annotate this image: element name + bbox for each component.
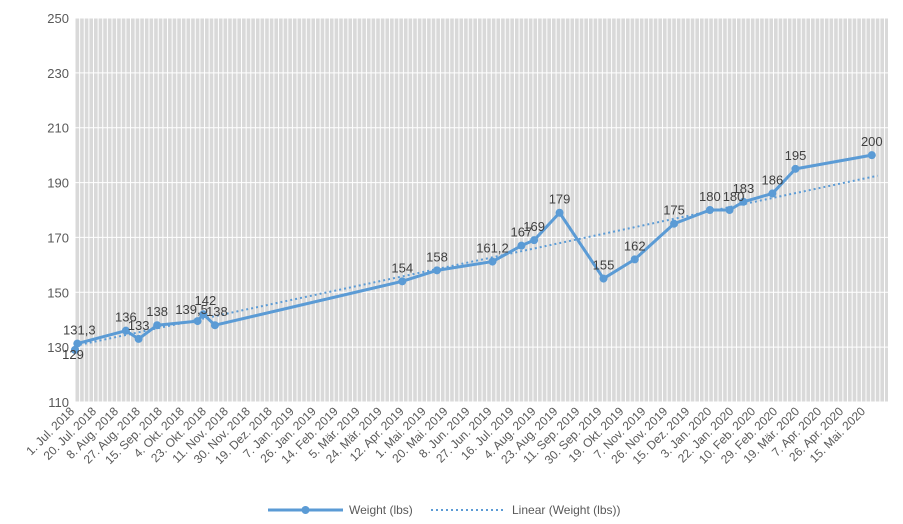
data-point [791, 164, 800, 173]
data-label: 186 [762, 173, 784, 188]
data-label: 133 [128, 318, 150, 333]
y-axis-tick-labels: 110 130 150 170 190 210 230 250 [47, 11, 69, 410]
data-point [630, 255, 639, 264]
horizontal-gridlines [75, 17, 888, 403]
data-label: 154 [391, 260, 413, 275]
data-point [71, 345, 79, 354]
data-label: 155 [593, 258, 615, 273]
legend: Weight (lbs) Linear (Weight (lbs)) [268, 503, 620, 517]
y-tick-label: 150 [47, 285, 69, 300]
data-label: 183 [733, 181, 755, 196]
data-point [555, 208, 564, 217]
data-point [121, 326, 130, 335]
y-tick-label: 110 [48, 395, 69, 410]
y-tick-label: 210 [47, 121, 69, 136]
data-label: 167 [511, 225, 533, 240]
data-label: 180 [699, 189, 721, 204]
y-tick-label: 230 [47, 66, 69, 81]
data-label: 169 [523, 219, 545, 234]
data-label: 161,2 [476, 241, 509, 256]
legend-label-linear: Linear (Weight (lbs)) [512, 503, 620, 517]
data-label: 138 [146, 304, 168, 319]
legend-label-weight: Weight (lbs) [349, 503, 413, 517]
y-tick-label: 130 [47, 340, 69, 355]
data-point [199, 310, 208, 319]
data-point [210, 321, 219, 330]
data-label: 131,3 [63, 323, 96, 338]
data-label: 136 [115, 310, 137, 325]
data-point [530, 236, 539, 245]
y-tick-label: 250 [47, 11, 69, 26]
data-point [134, 334, 143, 343]
data-point [432, 266, 441, 275]
legend-item-linear[interactable]: Linear (Weight (lbs)) [431, 503, 620, 517]
data-label: 175 [663, 203, 685, 218]
data-point [725, 206, 734, 214]
data-label: 142 [195, 293, 217, 308]
data-point [705, 206, 714, 214]
legend-swatch-marker [301, 506, 310, 514]
data-label: 180 [723, 189, 745, 204]
data-label: 162 [624, 238, 646, 253]
data-label: 195 [785, 148, 807, 163]
data-point [488, 257, 497, 266]
y-tick-label: 170 [47, 230, 69, 245]
plot-area [75, 18, 888, 402]
data-label: 158 [426, 249, 448, 264]
data-point [599, 274, 608, 283]
data-label: 200 [861, 134, 883, 149]
data-point [768, 189, 777, 198]
data-point [670, 219, 679, 228]
data-point [517, 241, 526, 250]
data-point [867, 151, 876, 160]
y-tick-label: 190 [47, 176, 69, 191]
data-point [193, 317, 202, 326]
data-label: 139,5 [175, 302, 208, 317]
data-label: 129 [62, 347, 84, 362]
data-point [153, 321, 162, 330]
vertical-gridlines [74, 18, 886, 402]
data-label: 179 [549, 192, 571, 207]
data-point [398, 277, 407, 286]
data-point [739, 197, 748, 206]
data-label: 138 [206, 304, 228, 319]
series-layer [71, 151, 876, 354]
legend-item-weight[interactable]: Weight (lbs) [268, 503, 413, 517]
data-point [73, 339, 82, 348]
